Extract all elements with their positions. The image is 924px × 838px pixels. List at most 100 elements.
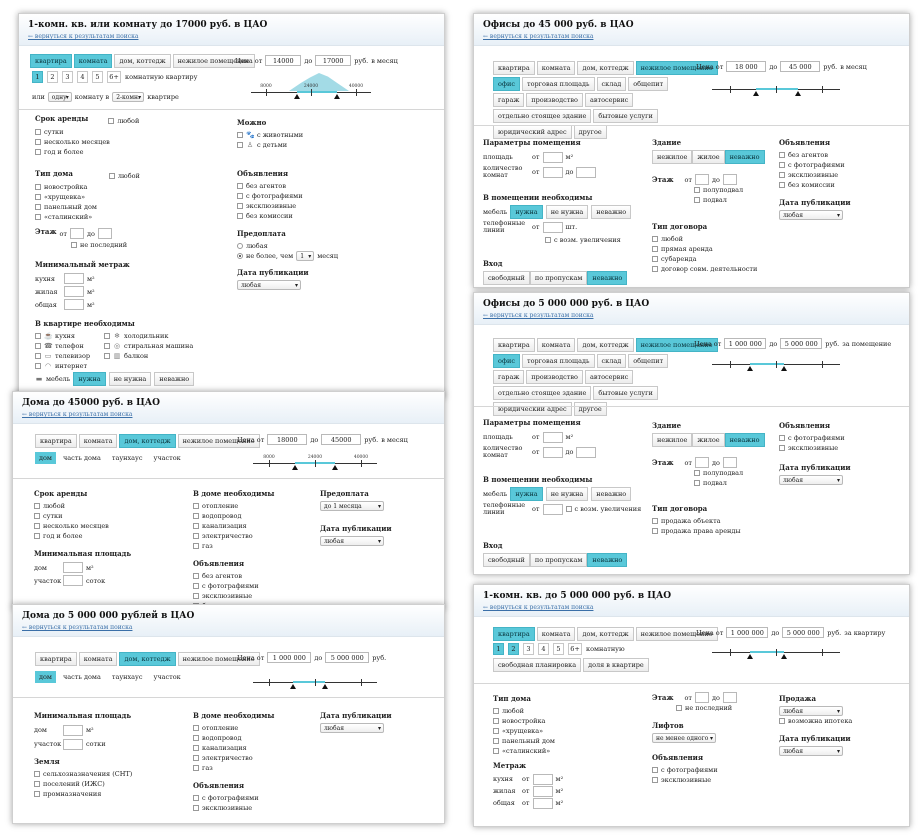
building-res[interactable]: жилое	[692, 150, 725, 164]
tab-room[interactable]: комната	[536, 338, 576, 352]
checkbox[interactable]	[193, 805, 199, 811]
back-link[interactable]: ← вернуться к результатам поиска	[483, 604, 594, 611]
sub-retail[interactable]: торговая площадь	[521, 354, 595, 368]
checkbox[interactable]	[193, 523, 199, 529]
checkbox[interactable]	[35, 129, 41, 135]
price-from-input[interactable]: 1 000 000	[267, 652, 312, 663]
floor-to-input[interactable]	[722, 457, 737, 468]
checkbox[interactable]	[493, 738, 499, 744]
price-to-input[interactable]: 5 000 000	[780, 338, 823, 349]
checkbox[interactable]	[779, 152, 785, 158]
checkbox[interactable]	[237, 132, 243, 138]
checkbox[interactable]	[676, 705, 682, 711]
checkbox[interactable]	[493, 728, 499, 734]
flat-type-select[interactable]: 2-комн.	[112, 92, 145, 102]
pub-date-select[interactable]: любая	[779, 746, 843, 756]
rooms-from-input[interactable]	[542, 166, 563, 178]
sub-office[interactable]: офис	[493, 354, 520, 368]
sub-services[interactable]: бытовые услуги	[593, 109, 658, 123]
house-area-input[interactable]	[63, 724, 83, 736]
checkbox[interactable]	[34, 533, 40, 539]
rooms-2[interactable]: 2	[47, 71, 58, 83]
lift-select[interactable]: не менее одного	[652, 733, 716, 743]
sub-part[interactable]: часть дома	[62, 454, 101, 462]
entry-any[interactable]: неважно	[587, 553, 628, 567]
slider-max-handle[interactable]	[781, 654, 787, 659]
rooms-1[interactable]: 1	[493, 643, 504, 655]
checkbox[interactable]	[652, 777, 658, 783]
sub-building[interactable]: отдельно стоящее здание	[493, 109, 592, 123]
tab-apartment[interactable]: квартира	[35, 652, 77, 666]
price-to-input[interactable]: 17000	[315, 55, 352, 66]
area-input[interactable]	[64, 273, 84, 284]
rooms-4[interactable]: 4	[77, 71, 88, 83]
checkbox[interactable]	[237, 203, 243, 209]
tab-commercial[interactable]: нежилое помещение	[177, 652, 260, 666]
checkbox[interactable]	[237, 193, 243, 199]
checkbox[interactable]	[193, 745, 199, 751]
area-from-input[interactable]	[542, 151, 563, 163]
price-to-input[interactable]: 5 000 000	[325, 652, 370, 663]
checkbox[interactable]	[193, 593, 199, 599]
floor-from-input[interactable]	[70, 228, 85, 239]
checkbox[interactable]	[193, 725, 199, 731]
rooms-from-input[interactable]	[542, 446, 563, 458]
area-input[interactable]	[64, 299, 84, 310]
checkbox[interactable]	[652, 256, 658, 262]
building-nonres[interactable]: нежилое	[652, 150, 693, 164]
plot-area-input[interactable]	[63, 738, 83, 750]
slider-max-handle[interactable]	[795, 91, 801, 96]
sub-part[interactable]: часть дома	[62, 673, 101, 681]
sub-house[interactable]: дом	[35, 671, 56, 683]
checkbox[interactable]	[35, 214, 41, 220]
price-from-input[interactable]: 1 000 000	[726, 627, 769, 638]
checkbox[interactable]	[779, 435, 785, 441]
sub-retail[interactable]: торговая площадь	[521, 77, 595, 91]
checkbox[interactable]	[35, 204, 41, 210]
checkbox[interactable]	[34, 771, 40, 777]
checkbox[interactable]	[35, 353, 41, 359]
checkbox[interactable]	[104, 333, 111, 339]
price-to-input[interactable]: 45 000	[780, 61, 821, 72]
house-area-input[interactable]	[63, 562, 83, 573]
entry-free[interactable]: свободный	[483, 271, 530, 285]
checkbox[interactable]	[104, 343, 111, 349]
checkbox[interactable]	[779, 445, 785, 451]
back-link[interactable]: ← вернуться к результатам поиска	[28, 33, 139, 40]
sub-other[interactable]: другое	[573, 402, 607, 416]
rooms-to-input[interactable]	[576, 446, 597, 458]
checkbox[interactable]	[493, 708, 499, 714]
price-to-input[interactable]: 5 000 000	[782, 627, 825, 638]
entry-pass[interactable]: по пропускам	[529, 271, 588, 285]
checkbox[interactable]	[193, 573, 199, 579]
tab-apartment[interactable]: квартира	[35, 434, 77, 448]
sub-autoservice[interactable]: автосервис	[584, 93, 634, 107]
rooms-4[interactable]: 4	[538, 643, 549, 655]
tab-apartment[interactable]: квартира	[493, 338, 535, 352]
tab-commercial[interactable]: нежилое помещение	[635, 338, 718, 352]
slider-max-handle[interactable]	[334, 94, 340, 99]
price-from-input[interactable]: 18 000	[726, 61, 767, 72]
furniture-any[interactable]: неважно	[154, 372, 195, 386]
price-from-input[interactable]: 14000	[265, 55, 302, 66]
sub-house[interactable]: дом	[35, 452, 56, 464]
phone-lines-input[interactable]	[542, 221, 563, 233]
checkbox[interactable]	[35, 184, 41, 190]
rooms-3[interactable]: 3	[62, 71, 73, 83]
checkbox[interactable]	[652, 246, 658, 252]
pub-date-select[interactable]: любая	[320, 723, 384, 733]
checkbox[interactable]	[34, 503, 40, 509]
checkbox[interactable]	[193, 795, 199, 801]
price-from-input[interactable]: 18000	[267, 434, 308, 445]
area-input[interactable]	[532, 773, 553, 785]
building-any[interactable]: неважно	[724, 150, 765, 164]
area-input[interactable]	[532, 797, 553, 809]
phone-lines-input[interactable]	[542, 503, 563, 515]
checkbox[interactable]	[34, 791, 40, 797]
floor-to-input[interactable]	[722, 174, 737, 185]
slider-min-handle[interactable]	[747, 654, 753, 659]
floor-to-input[interactable]	[97, 228, 112, 239]
floor-to-input[interactable]	[722, 692, 737, 703]
checkbox[interactable]	[35, 149, 41, 155]
back-link[interactable]: ← вернуться к результатам поиска	[22, 411, 133, 418]
